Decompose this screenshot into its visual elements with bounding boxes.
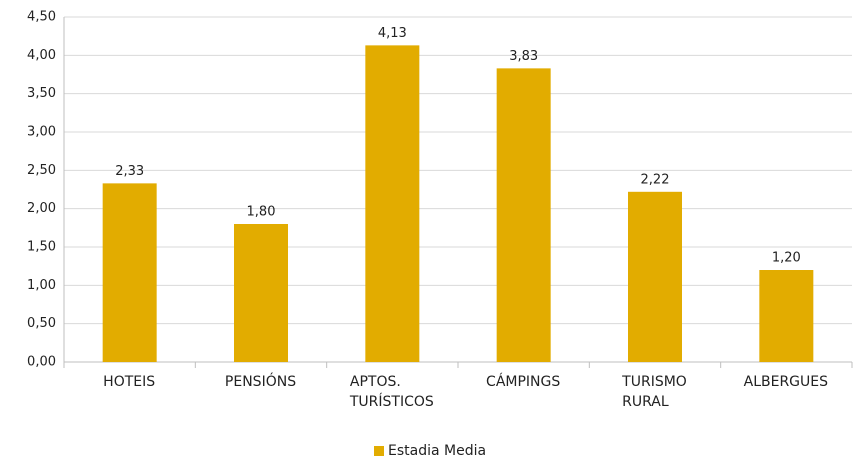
data-label: 2,22 bbox=[641, 172, 670, 187]
y-tick-label: 3,50 bbox=[27, 86, 56, 101]
bar bbox=[234, 224, 288, 362]
y-tick-label: 4,00 bbox=[27, 48, 56, 63]
y-tick-label: 3,00 bbox=[27, 125, 56, 140]
legend-label: Estadia Media bbox=[388, 443, 487, 459]
y-tick-label: 1,00 bbox=[27, 278, 56, 293]
bar bbox=[759, 270, 814, 362]
y-tick-label: 0,50 bbox=[27, 316, 56, 331]
bar bbox=[496, 68, 551, 362]
data-label: 3,83 bbox=[509, 49, 538, 64]
bar bbox=[365, 45, 420, 362]
y-tick-label: 2,00 bbox=[27, 201, 56, 216]
x-tick-label: APTOS. TURÍSTICOS bbox=[349, 374, 434, 410]
data-label: 2,33 bbox=[115, 164, 144, 179]
data-label: 1,80 bbox=[247, 205, 276, 220]
x-tick-label: PENSIÓNS bbox=[224, 374, 297, 390]
y-tick-label: 4,50 bbox=[27, 10, 56, 25]
y-tick-label: 2,50 bbox=[27, 163, 56, 178]
y-tick-label: 0,00 bbox=[27, 355, 56, 370]
data-label: 4,13 bbox=[378, 26, 407, 41]
y-tick-label: 1,50 bbox=[27, 240, 56, 255]
x-tick-label: CÁMPINGS bbox=[486, 374, 561, 390]
bar bbox=[628, 191, 682, 362]
x-tick-label: HOTEIS bbox=[103, 374, 156, 390]
legend-swatch bbox=[374, 446, 384, 456]
bar bbox=[102, 183, 157, 362]
x-tick-label: ALBERGUES bbox=[743, 374, 829, 390]
x-tick-label: TURISMO RURAL bbox=[622, 374, 687, 410]
data-label: 1,20 bbox=[772, 251, 801, 266]
